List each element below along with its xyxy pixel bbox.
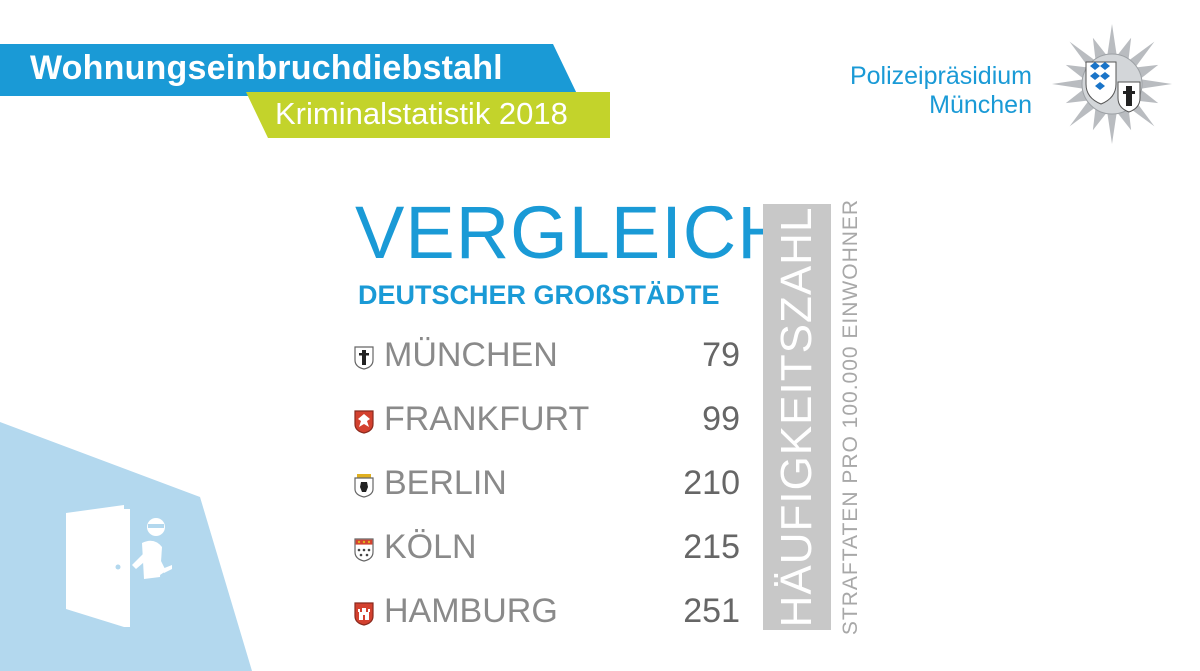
frankfurt-crest-icon xyxy=(354,410,374,434)
list-item: MÜNCHEN 79 xyxy=(352,330,740,394)
title-banner xyxy=(0,44,578,96)
city-ranking-list: MÜNCHEN 79 FRANKFURT 99 BERLIN 210 xyxy=(352,330,740,650)
city-name: BERLIN xyxy=(384,464,507,502)
list-item: KÖLN 215 xyxy=(352,522,740,586)
city-value: 210 xyxy=(683,464,740,502)
city-name: HAMBURG xyxy=(384,592,558,630)
list-item: FRANKFURT 99 xyxy=(352,394,740,458)
list-item: HAMBURG 251 xyxy=(352,586,740,650)
city-name: KÖLN xyxy=(384,528,477,566)
berlin-crest-icon xyxy=(354,474,374,498)
organization-line2: München xyxy=(929,91,1032,119)
cologne-crest-icon xyxy=(354,538,374,562)
subtitle-banner xyxy=(246,92,610,138)
hamburg-crest-icon xyxy=(354,602,374,626)
list-item: BERLIN 210 xyxy=(352,458,740,522)
organization-name: Polizeipräsidium München xyxy=(850,62,1032,120)
city-name: MÜNCHEN xyxy=(384,336,558,374)
city-value: 215 xyxy=(683,528,740,566)
burglar-door-icon xyxy=(66,505,172,627)
police-star-icon xyxy=(1052,24,1172,144)
side-label: HÄUFIGKEITSZAHL xyxy=(772,206,821,628)
city-value: 99 xyxy=(702,400,740,438)
main-subheading: DEUTSCHER GROßSTÄDTE xyxy=(358,280,720,310)
organization-line1: Polizeipräsidium xyxy=(849,62,1032,90)
page-subtitle: Kriminalstatistik 2018 xyxy=(275,96,568,131)
side-sublabel: STRAFTATEN PRO 100.000 EINWOHNER xyxy=(839,198,862,636)
city-value: 251 xyxy=(683,592,740,630)
munich-crest-icon xyxy=(354,346,374,370)
city-name: FRANKFURT xyxy=(384,400,590,438)
side-label-bar xyxy=(763,204,831,630)
main-heading: VERGLEICH xyxy=(355,191,792,274)
page-title: Wohnungseinbruchdiebstahl xyxy=(30,49,503,87)
city-value: 79 xyxy=(702,336,740,374)
